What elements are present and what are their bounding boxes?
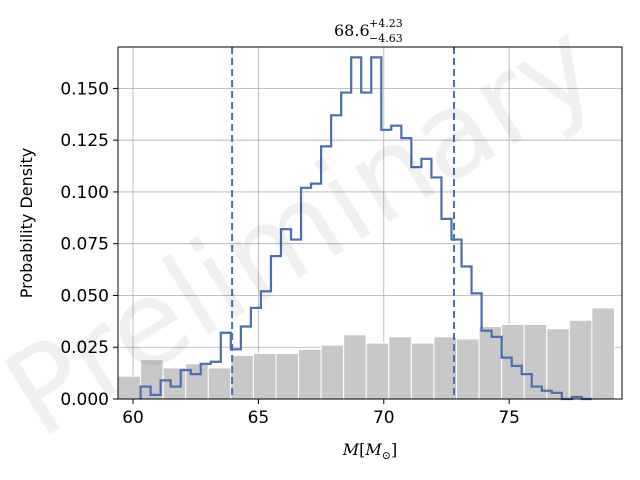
prior-bar bbox=[568, 319, 593, 400]
plot-frame bbox=[117, 46, 623, 400]
prior-bar bbox=[546, 328, 570, 400]
y-tick-label: 0.075 bbox=[60, 235, 109, 255]
prior-bar bbox=[410, 342, 435, 400]
y-axis-label: Probability Density bbox=[17, 148, 36, 299]
prior-bar bbox=[343, 334, 367, 400]
x-tick-label: 70 bbox=[373, 408, 395, 428]
prior-bar bbox=[591, 307, 615, 400]
x-tick-label: 75 bbox=[498, 408, 520, 428]
prior-bar bbox=[501, 323, 525, 400]
y-tick-label: 0.000 bbox=[60, 390, 109, 410]
prior-bar bbox=[365, 342, 390, 400]
prior-bar bbox=[275, 352, 300, 400]
prior-bar bbox=[252, 352, 277, 400]
title-median: 68.6 bbox=[334, 21, 370, 40]
chart-title: 68.6 bbox=[334, 21, 370, 40]
posterior-histogram bbox=[139, 56, 592, 401]
prior-bar bbox=[320, 344, 345, 400]
posterior-step-line bbox=[139, 56, 592, 401]
title-upper-error: +4.23 bbox=[369, 17, 403, 30]
x-tick-label: 65 bbox=[248, 408, 270, 428]
y-tick-label: 0.100 bbox=[60, 183, 109, 203]
axis-ticks: 60 65 70 75 0.000 0.025 0.050 0.075 0.100 0.125 0.… bbox=[60, 79, 520, 428]
y-tick-label: 0.150 bbox=[60, 79, 109, 99]
prior-bar bbox=[230, 355, 254, 400]
y-tick-label: 0.050 bbox=[60, 286, 109, 306]
prior-bar bbox=[456, 338, 480, 400]
x-tick-label: 60 bbox=[122, 408, 144, 428]
prior-bar bbox=[207, 367, 232, 400]
y-tick-label: 0.025 bbox=[60, 338, 109, 358]
prior-bar bbox=[298, 348, 322, 400]
title-lower-error: −4.63 bbox=[369, 32, 403, 45]
x-axis-label: M[M⊙] bbox=[342, 440, 398, 462]
prior-bar bbox=[388, 336, 412, 400]
credible-interval-lines bbox=[231, 47, 455, 399]
prior-bar bbox=[523, 323, 548, 400]
axes-frame bbox=[117, 46, 623, 400]
y-tick-label: 0.125 bbox=[60, 131, 109, 151]
